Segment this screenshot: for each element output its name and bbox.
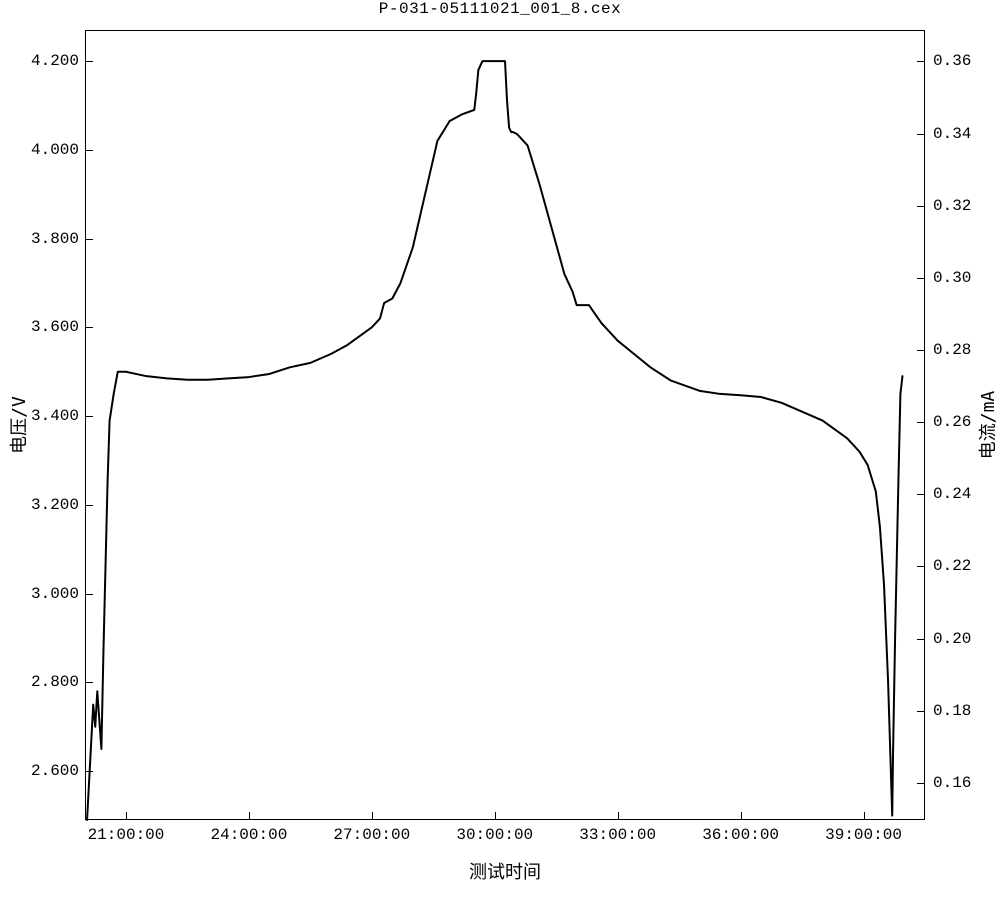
tick-mark	[864, 812, 865, 820]
tick-mark	[917, 278, 925, 279]
y-right-tick-label: 0.26	[933, 413, 971, 431]
chart-root: P-031-05111021_001_8.cex 21:00:00 24:00:0…	[0, 0, 1000, 905]
data-line	[87, 61, 902, 820]
plot-svg	[85, 30, 925, 820]
tick-mark	[249, 812, 250, 820]
y-left-tick-label: 3.800	[31, 230, 79, 248]
y-right-tick-label: 0.24	[933, 485, 971, 503]
y-right-tick-label: 0.30	[933, 269, 971, 287]
tick-mark	[917, 134, 925, 135]
y-right-tick-label: 0.18	[933, 702, 971, 720]
y-right-tick-label: 0.32	[933, 197, 971, 215]
tick-mark	[85, 327, 93, 328]
tick-mark	[917, 783, 925, 784]
y-right-tick-label: 0.28	[933, 341, 971, 359]
y-axis-left-label: 电压/V	[5, 396, 31, 454]
tick-mark	[85, 61, 93, 62]
tick-mark	[372, 812, 373, 820]
tick-mark	[85, 594, 93, 595]
y-axis-right-label: 电流/mA	[974, 391, 1000, 460]
x-tick-label: 21:00:00	[88, 826, 165, 844]
tick-mark	[85, 416, 93, 417]
y-left-tick-label: 3.400	[31, 407, 79, 425]
tick-mark	[741, 812, 742, 820]
tick-mark	[917, 206, 925, 207]
y-left-tick-label: 3.000	[31, 585, 79, 603]
tick-mark	[917, 494, 925, 495]
x-tick-label: 30:00:00	[456, 826, 533, 844]
y-left-tick-label: 4.000	[31, 141, 79, 159]
y-right-tick-label: 0.36	[933, 52, 971, 70]
tick-mark	[126, 812, 127, 820]
y-right-tick-label: 0.16	[933, 774, 971, 792]
tick-mark	[85, 239, 93, 240]
tick-mark	[917, 566, 925, 567]
tick-mark	[85, 771, 93, 772]
y-right-tick-label: 0.22	[933, 557, 971, 575]
y-left-tick-label: 4.200	[31, 52, 79, 70]
x-axis-label: 测试时间	[469, 858, 541, 884]
y-left-tick-label: 2.600	[31, 762, 79, 780]
y-right-tick-label: 0.34	[933, 125, 971, 143]
tick-mark	[917, 422, 925, 423]
tick-mark	[618, 812, 619, 820]
tick-mark	[85, 682, 93, 683]
tick-mark	[85, 505, 93, 506]
tick-mark	[85, 150, 93, 151]
tick-mark	[917, 61, 925, 62]
tick-mark	[917, 350, 925, 351]
x-tick-label: 36:00:00	[702, 826, 779, 844]
y-left-tick-label: 2.800	[31, 673, 79, 691]
x-tick-label: 27:00:00	[333, 826, 410, 844]
y-left-tick-label: 3.200	[31, 496, 79, 514]
tick-mark	[917, 639, 925, 640]
x-tick-label: 24:00:00	[210, 826, 287, 844]
x-tick-label: 33:00:00	[579, 826, 656, 844]
chart-title: P-031-05111021_001_8.cex	[0, 0, 1000, 18]
y-right-tick-label: 0.20	[933, 630, 971, 648]
tick-mark	[917, 711, 925, 712]
y-left-tick-label: 3.600	[31, 318, 79, 336]
tick-mark	[495, 812, 496, 820]
x-tick-label: 39:00:00	[825, 826, 902, 844]
